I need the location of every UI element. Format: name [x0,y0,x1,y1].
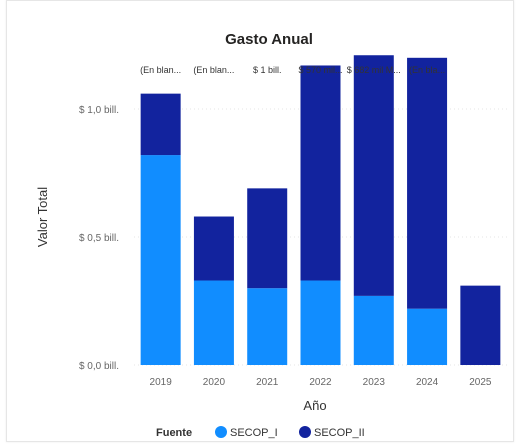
bar-secop-ii-2025[interactable] [460,285,501,365]
legend[interactable]: Fuente SECOP_I SECOP_II [156,426,365,439]
x-axis-title: Año [303,398,326,413]
x-tick-label: 2019 [150,377,173,388]
bar-secop-ii-2019[interactable] [140,93,181,156]
y-tick-label: $ 1,0 bill. [79,105,119,116]
bar-secop-ii-2021[interactable] [247,188,288,289]
bar-secop-ii-2023[interactable] [353,55,394,296]
bar-chart: Gasto Anual $ 0,0 bill. $ 0,5 bill. $ 1,0 … [35,31,507,439]
y-axis-title: Valor Total [35,187,50,247]
legend-label-secop-i[interactable]: SECOP_I [230,427,278,439]
bar-secop-ii-2020[interactable] [193,216,234,281]
bar-secop-ii-2024[interactable] [407,57,448,309]
bar-secop-i-2021[interactable] [247,288,288,365]
bars[interactable] [140,55,501,365]
y-tick-label: $ 0,0 bill. [79,361,119,372]
top-data-label: $ 1 bill. [253,65,282,75]
legend-swatch-secop-ii[interactable] [299,426,311,438]
legend-label-secop-ii[interactable]: SECOP_II [314,427,365,439]
x-tick-label: 2024 [416,377,439,388]
x-tick-label: 2020 [203,377,226,388]
y-axis-ticks: $ 0,0 bill. $ 0,5 bill. $ 1,0 bill. [79,105,119,372]
x-tick-label: 2022 [309,377,332,388]
legend-title: Fuente [156,427,192,439]
bar-secop-i-2024[interactable] [407,308,448,365]
bar-secop-i-2020[interactable] [193,280,234,365]
top-data-labels: (En blan... (En blan... $ 1 bill. $ 570 mil… [140,65,445,75]
top-data-label: $ 570 mil... [298,65,342,75]
chart-title: Gasto Anual [225,31,313,48]
x-tick-label: 2025 [469,377,492,388]
bar-secop-ii-2022[interactable] [300,65,341,281]
top-data-label: $ 682 mil M... [347,65,401,75]
chart-card: Gasto Anual $ 0,0 bill. $ 0,5 bill. $ 1,0 … [6,0,514,442]
bar-secop-i-2019[interactable] [140,155,181,365]
top-data-label: (En blan... [140,65,181,75]
bar-secop-i-2023[interactable] [353,295,394,365]
y-tick-label: $ 0,5 bill. [79,233,119,244]
bar-secop-i-2022[interactable] [300,280,341,365]
x-tick-label: 2023 [363,377,386,388]
top-data-label: (En bla... [409,65,445,75]
x-tick-label: 2021 [256,377,279,388]
top-data-label: (En blan... [193,65,234,75]
x-axis-ticks: 2019 2020 2021 2022 2023 2024 2025 [150,377,492,388]
legend-swatch-secop-i[interactable] [215,426,227,438]
